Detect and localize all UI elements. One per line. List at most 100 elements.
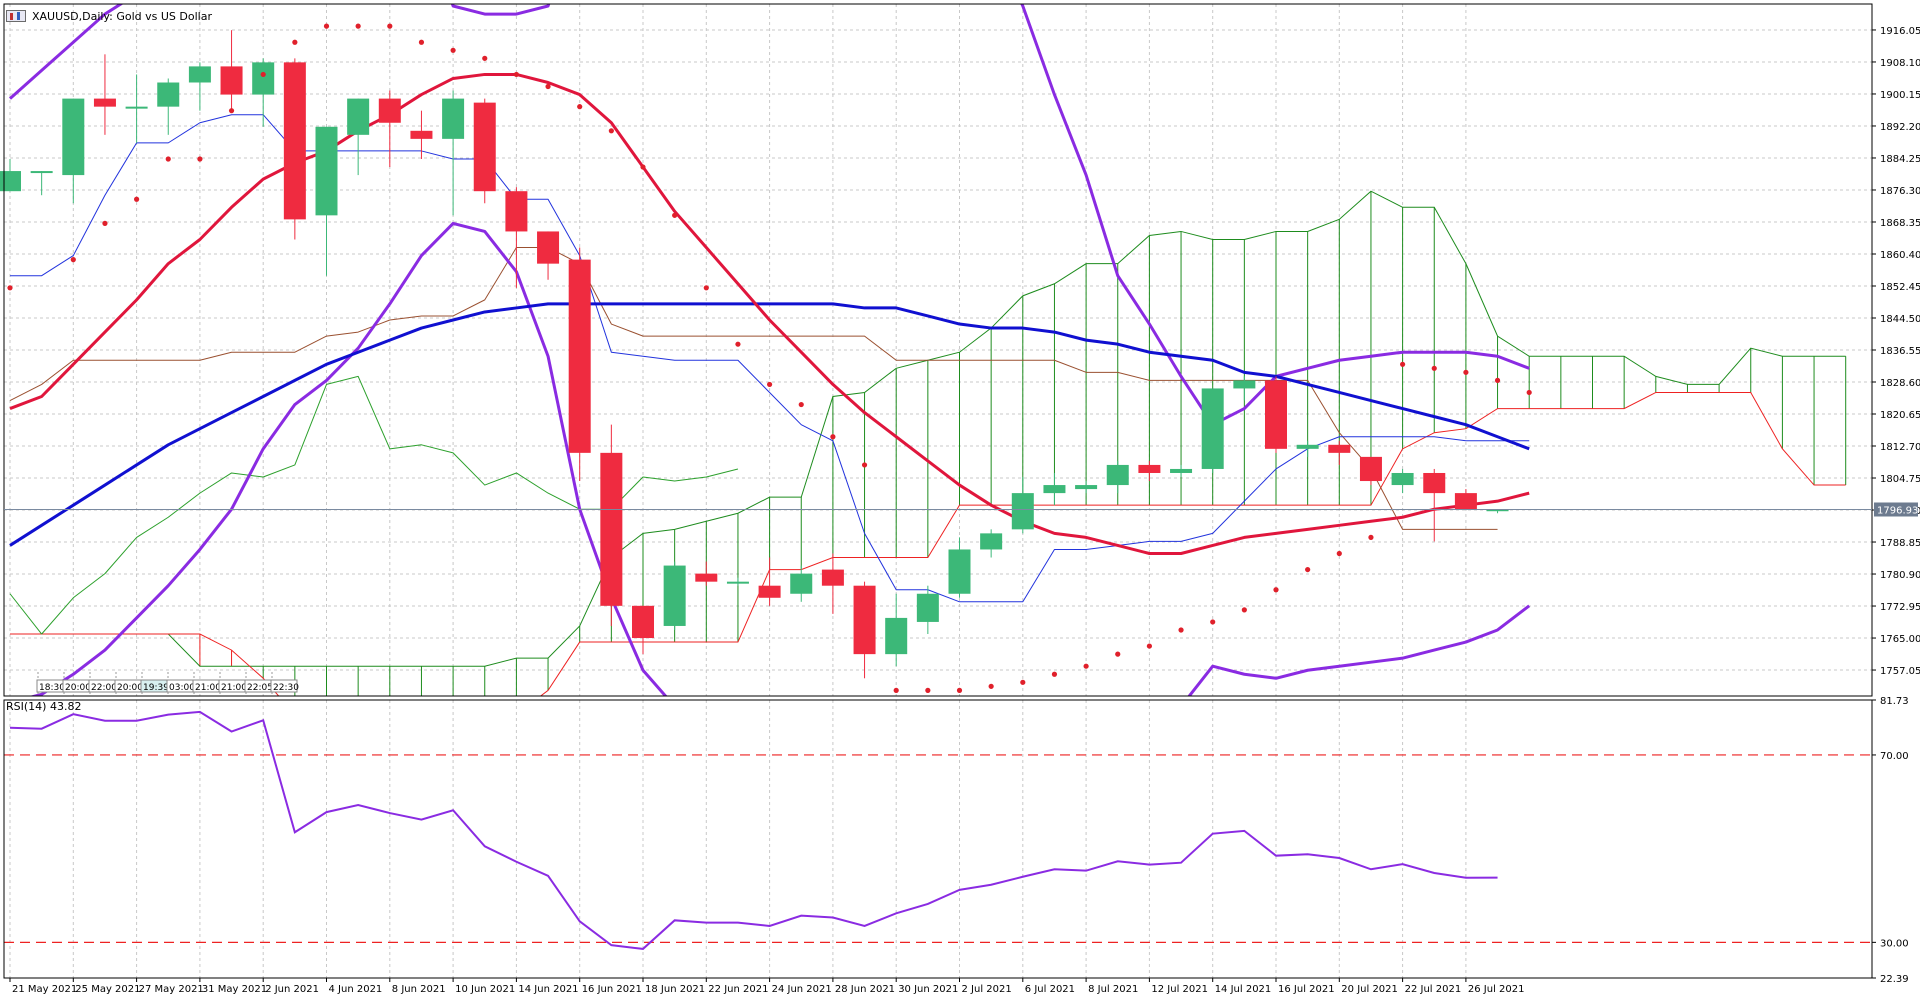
candle-body[interactable] <box>157 82 180 107</box>
candle[interactable] <box>473 98 496 204</box>
candle-body[interactable] <box>853 585 876 655</box>
candle[interactable] <box>157 78 180 135</box>
candle[interactable] <box>1233 376 1256 401</box>
candle[interactable] <box>632 605 654 655</box>
candle-body[interactable] <box>315 126 338 216</box>
candle-body[interactable] <box>1106 464 1129 486</box>
candle-body[interactable] <box>758 585 781 598</box>
candle[interactable] <box>93 54 116 135</box>
candle-body[interactable] <box>568 259 591 453</box>
candle[interactable] <box>62 98 85 204</box>
candle-body[interactable] <box>1011 493 1034 530</box>
candle-body[interactable] <box>62 98 85 176</box>
candle-body[interactable] <box>283 62 306 220</box>
candle-body[interactable] <box>505 191 528 232</box>
candle-body[interactable] <box>188 66 211 83</box>
candle-body[interactable] <box>1075 485 1098 490</box>
candle-body[interactable] <box>790 573 813 594</box>
candle[interactable] <box>1170 464 1193 478</box>
candle-body[interactable] <box>948 549 971 594</box>
candle[interactable] <box>1265 376 1287 453</box>
candle-body[interactable] <box>473 102 496 192</box>
candle[interactable] <box>980 529 1003 558</box>
candle[interactable] <box>125 74 148 143</box>
candle-body[interactable] <box>632 605 654 639</box>
candle[interactable] <box>1454 489 1477 510</box>
candle-body[interactable] <box>600 452 623 606</box>
candle[interactable] <box>821 553 844 614</box>
candle-body[interactable] <box>125 106 148 109</box>
candle[interactable] <box>568 247 591 482</box>
candle-body[interactable] <box>30 171 53 174</box>
candle-body[interactable] <box>1296 444 1319 449</box>
candle[interactable] <box>283 58 306 240</box>
candle[interactable] <box>442 90 465 216</box>
candle[interactable] <box>663 561 686 630</box>
candle[interactable] <box>1138 460 1161 482</box>
candle-body[interactable] <box>663 565 686 626</box>
candle[interactable] <box>790 565 813 602</box>
candle[interactable] <box>410 110 433 159</box>
candle-body[interactable] <box>0 171 21 192</box>
candle[interactable] <box>853 581 876 679</box>
candle[interactable] <box>1011 477 1034 534</box>
candle[interactable] <box>315 126 338 276</box>
candle-body[interactable] <box>378 98 401 123</box>
candle[interactable] <box>1201 388 1224 473</box>
candle-body[interactable] <box>410 130 433 139</box>
candles[interactable] <box>0 30 1509 679</box>
candle[interactable] <box>1075 481 1098 494</box>
candle[interactable] <box>1391 468 1414 494</box>
candle[interactable] <box>0 158 21 192</box>
candle[interactable] <box>378 90 401 168</box>
session-marker-label: 19:39 <box>143 683 169 693</box>
candle[interactable] <box>948 537 971 598</box>
candle[interactable] <box>885 593 908 667</box>
candle[interactable] <box>30 171 53 196</box>
candle[interactable] <box>600 424 623 626</box>
candle[interactable] <box>505 187 528 288</box>
candle-body[interactable] <box>347 98 370 135</box>
candle-body[interactable] <box>1265 380 1287 449</box>
candle[interactable] <box>726 577 749 586</box>
candle[interactable] <box>537 231 560 280</box>
candle-body[interactable] <box>252 62 275 95</box>
candle-body[interactable] <box>1423 472 1446 494</box>
candle[interactable] <box>695 561 718 586</box>
candle-body[interactable] <box>1328 444 1351 453</box>
candle[interactable] <box>252 58 275 127</box>
candle-body[interactable] <box>885 617 908 655</box>
candle-body[interactable] <box>93 98 116 107</box>
candle-body[interactable] <box>695 573 718 582</box>
candle-body[interactable] <box>1391 472 1414 486</box>
candle[interactable] <box>188 62 211 111</box>
candle-body[interactable] <box>1359 456 1382 482</box>
candle[interactable] <box>1296 440 1319 457</box>
candle[interactable] <box>1359 456 1382 486</box>
candle[interactable] <box>347 98 370 176</box>
candle-body[interactable] <box>726 581 749 584</box>
candle-body[interactable] <box>821 569 844 586</box>
candle-body[interactable] <box>980 533 1003 550</box>
candle-body[interactable] <box>1454 493 1477 510</box>
candle-body[interactable] <box>1233 380 1256 389</box>
candle-body[interactable] <box>1486 509 1509 512</box>
candle-body[interactable] <box>916 593 939 622</box>
candle[interactable] <box>1106 460 1129 494</box>
candle[interactable] <box>1423 468 1446 542</box>
candle[interactable] <box>1043 472 1066 506</box>
candle-body[interactable] <box>1138 464 1161 473</box>
candle-body[interactable] <box>1201 388 1224 469</box>
candle-body[interactable] <box>537 231 560 264</box>
candle-body[interactable] <box>1170 468 1193 473</box>
candle-body[interactable] <box>220 66 243 95</box>
candle[interactable] <box>1328 440 1351 465</box>
candle[interactable] <box>916 585 939 635</box>
candle-body[interactable] <box>1043 485 1066 494</box>
candle[interactable] <box>220 30 243 111</box>
candle-body[interactable] <box>442 98 465 139</box>
rsi-panel[interactable] <box>4 710 1872 950</box>
candle[interactable] <box>758 557 781 606</box>
